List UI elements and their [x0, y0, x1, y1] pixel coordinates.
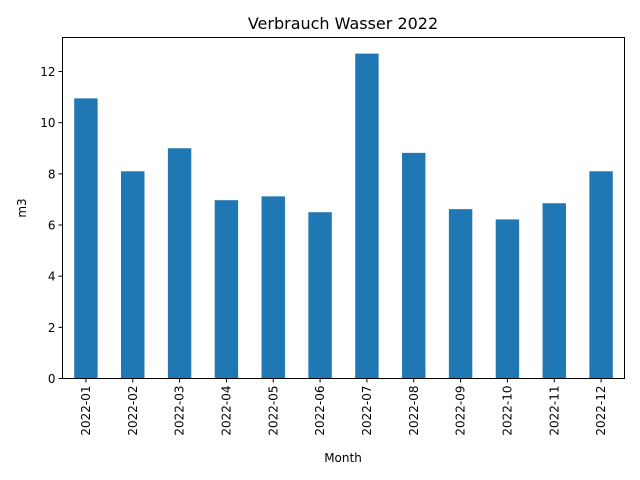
bar-2022-10	[495, 219, 520, 379]
bar-2022-01	[74, 98, 98, 379]
bar-2022-03	[167, 148, 192, 379]
x-tick-label: 2022-09	[454, 386, 468, 436]
bar-2022-09	[448, 209, 473, 379]
x-axis-label: Month	[324, 451, 362, 465]
x-tick-label: 2022-05	[266, 386, 280, 436]
x-tick-label: 2022-03	[173, 386, 187, 436]
bar-2022-07	[355, 53, 379, 379]
x-tick-label: 2022-04	[219, 386, 233, 436]
x-tick-label: 2022-08	[407, 386, 421, 436]
y-tick-label: 6	[48, 219, 56, 233]
bar-2022-08	[402, 152, 426, 379]
bar-2022-05	[261, 196, 285, 379]
x-tick-label: 2022-11	[547, 386, 561, 436]
x-tick-label: 2022-01	[79, 386, 93, 436]
bar-2022-04	[214, 200, 239, 379]
y-axis-ticks: 0 2 4 6 8 10 12	[40, 65, 63, 386]
x-tick-label: 2022-06	[313, 386, 327, 436]
x-tick-label: 2022-02	[126, 386, 140, 436]
y-tick-label: 0	[48, 372, 56, 386]
y-tick-label: 12	[40, 65, 55, 79]
bar-2022-11	[542, 203, 566, 379]
bar-group	[74, 53, 613, 379]
bar-2022-02	[121, 171, 145, 379]
y-tick-label: 4	[48, 270, 56, 284]
bar-2022-06	[308, 212, 332, 379]
x-tick-label: 2022-07	[360, 386, 374, 436]
y-tick-label: 2	[48, 321, 56, 335]
x-axis-ticks: 2022-01 2022-02 2022-03 2022-04 2022-05 2022-…	[79, 378, 608, 436]
x-tick-label: 2022-12	[594, 386, 608, 436]
y-tick-label: 8	[48, 167, 56, 181]
plot-frame	[62, 37, 625, 379]
x-tick-label: 2022-10	[500, 386, 514, 436]
bar-2022-12	[589, 171, 613, 379]
y-axis-label: m3	[15, 198, 29, 217]
chart-title: Verbrauch Wasser 2022	[248, 14, 438, 33]
y-tick-label: 10	[40, 116, 55, 130]
